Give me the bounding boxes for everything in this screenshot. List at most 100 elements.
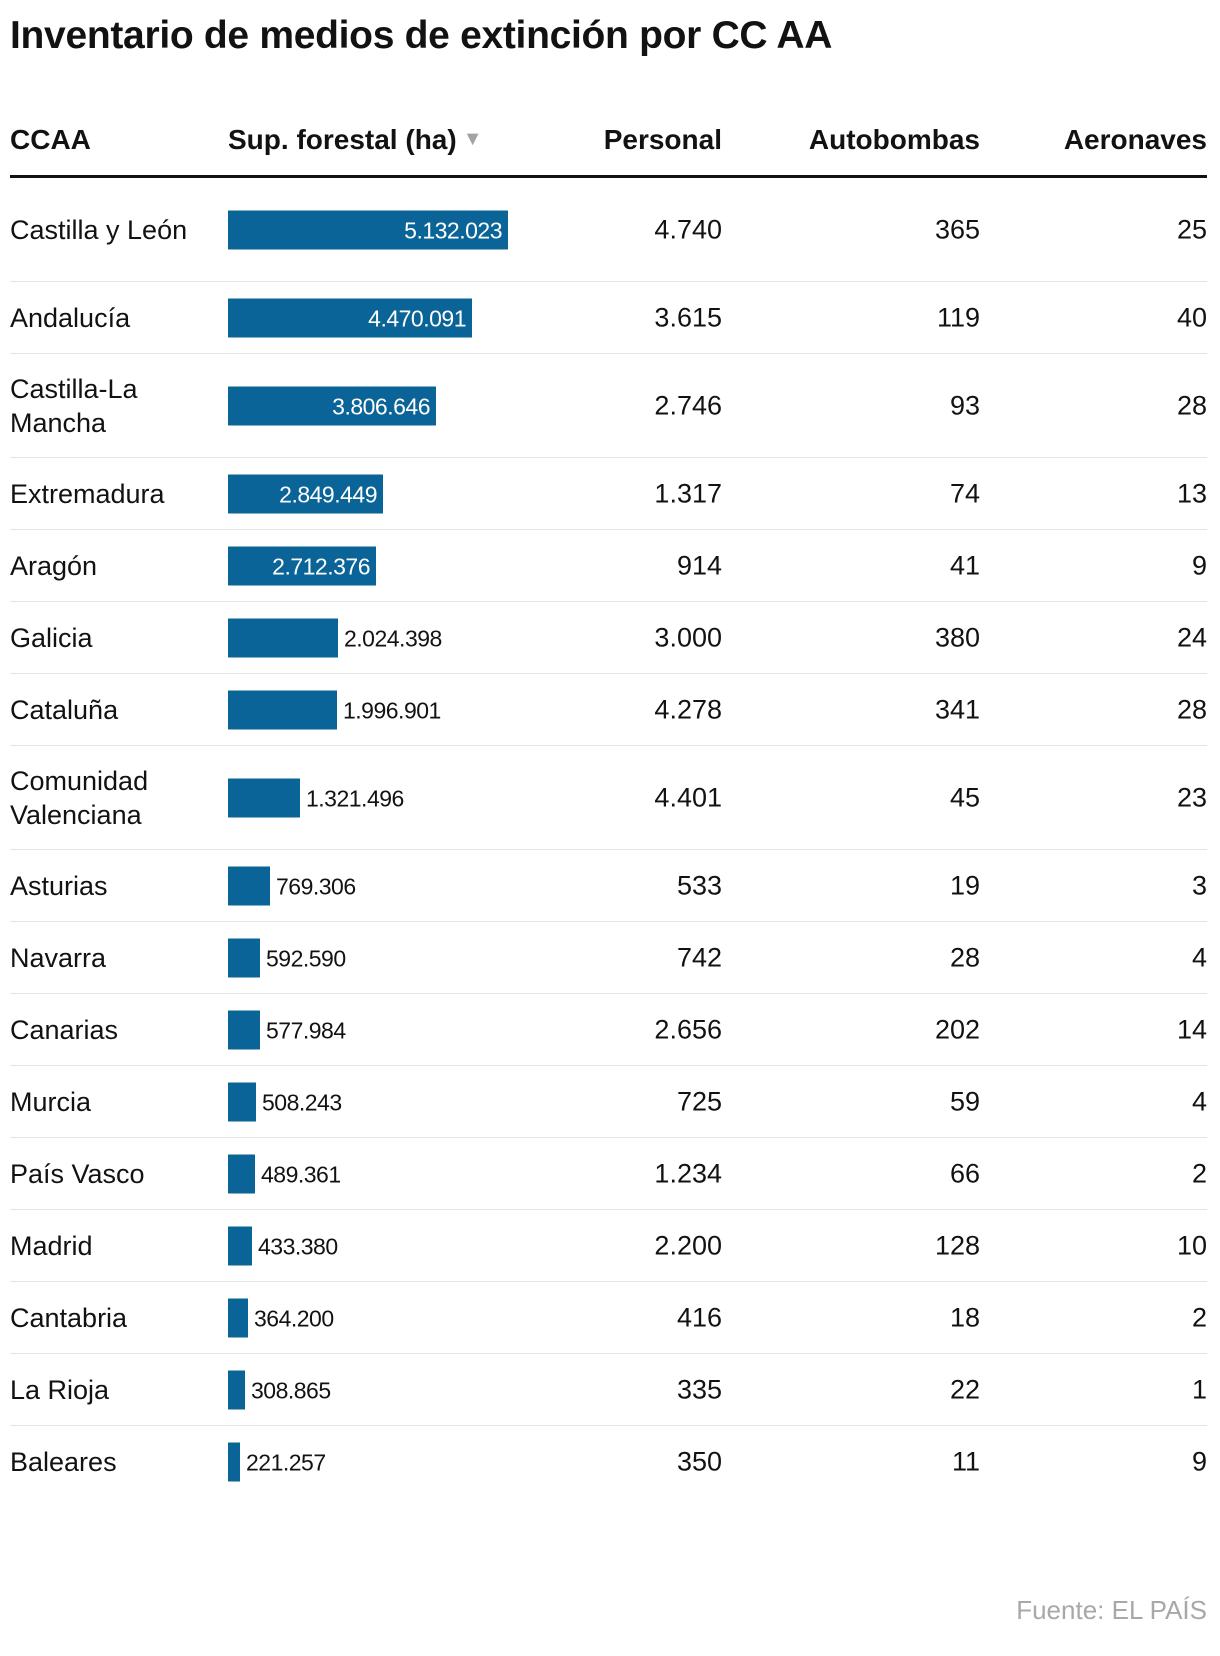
table-row: Aragón 2.712.376 914 41 9 xyxy=(10,530,1207,602)
column-header-aeronaves[interactable]: Aeronaves xyxy=(1063,124,1207,155)
bar-data-label: 1.996.901 xyxy=(343,697,441,723)
bar-data-label: 3.806.646 xyxy=(332,393,430,419)
bar-data-label: 2.849.449 xyxy=(279,481,377,507)
column-header-sup-forestal-label: Sup. forestal (ha) xyxy=(228,124,457,155)
cell-aeronaves: 2 xyxy=(1191,1302,1207,1332)
cell-aeronaves: 4 xyxy=(1191,942,1207,972)
cell-autobombas: 341 xyxy=(934,694,980,724)
bar-cell: 592.590 xyxy=(228,938,528,977)
cell-personal: 2.746 xyxy=(654,390,722,420)
bar-data-label: 364.200 xyxy=(254,1305,334,1331)
cell-aeronaves: 24 xyxy=(1176,622,1207,652)
cell-personal: 350 xyxy=(676,1446,722,1477)
table-row: Murcia 508.243 725 59 4 xyxy=(10,1066,1207,1138)
bar-cell: 221.257 xyxy=(228,1442,528,1482)
cell-personal: 914 xyxy=(676,550,722,580)
column-header-personal[interactable]: Personal xyxy=(603,124,722,155)
bar-sup-forestal xyxy=(228,298,472,337)
cell-autobombas: 66 xyxy=(949,1158,980,1188)
cell-aeronaves: 28 xyxy=(1176,390,1207,420)
cell-personal: 3.000 xyxy=(654,622,722,652)
bar-cell: 2.712.376 xyxy=(228,546,528,585)
chart-title: Inventario de medios de extinción por CC… xyxy=(10,14,833,57)
table-row: Castilla y León 5.132.023 4.740 365 25 xyxy=(10,178,1207,282)
cell-autobombas: 59 xyxy=(949,1086,980,1116)
cell-ccaa: Aragón xyxy=(10,550,98,581)
table-row: Madrid 433.380 2.200 128 10 xyxy=(10,1210,1207,1282)
cell-autobombas: 41 xyxy=(949,550,980,580)
cell-autobombas: 28 xyxy=(949,942,980,972)
table-row: Extremadura 2.849.449 1.317 74 13 xyxy=(10,458,1207,530)
cell-ccaa: Canarias xyxy=(10,1014,119,1045)
bar-data-label: 308.865 xyxy=(251,1377,331,1403)
data-table: CCAA Sup. forestal (ha) ▼ Personal Autobo… xyxy=(10,110,1207,1498)
cell-ccaa: Galicia xyxy=(10,622,93,653)
column-header-autobombas[interactable]: Autobombas xyxy=(808,124,980,155)
cell-ccaa: Madrid xyxy=(10,1230,93,1261)
cell-autobombas: 18 xyxy=(949,1302,980,1332)
bar-sup-forestal xyxy=(228,1082,256,1121)
table-row: Andalucía 4.470.091 3.615 119 40 xyxy=(10,282,1207,354)
table-row: Cantabria 364.200 416 18 2 xyxy=(10,1282,1207,1354)
bar-data-label: 2.712.376 xyxy=(272,553,370,579)
cell-ccaa: La Rioja xyxy=(10,1374,110,1405)
cell-personal: 1.234 xyxy=(654,1158,722,1188)
table-row: Galicia 2.024.398 3.000 380 24 xyxy=(10,602,1207,674)
cell-aeronaves: 23 xyxy=(1176,782,1207,812)
bar-sup-forestal xyxy=(228,618,338,657)
cell-autobombas: 119 xyxy=(936,302,980,332)
table-row: Asturias 769.306 533 19 3 xyxy=(10,850,1207,922)
cell-personal: 4.401 xyxy=(654,782,722,812)
bar-cell: 1.996.901 xyxy=(228,690,528,729)
bar-cell: 2.024.398 xyxy=(228,618,528,657)
cell-aeronaves: 13 xyxy=(1176,478,1207,508)
bar-cell: 489.361 xyxy=(228,1154,528,1193)
cell-ccaa: Cantabria xyxy=(10,1302,128,1333)
bar-data-label: 221.257 xyxy=(246,1449,326,1476)
bar-cell: 769.306 xyxy=(228,866,528,905)
bar-sup-forestal xyxy=(228,474,383,513)
bar-cell: 2.849.449 xyxy=(228,474,528,513)
bar-data-label: 1.321.496 xyxy=(306,785,404,811)
bar-cell: 508.243 xyxy=(228,1082,528,1121)
bar-cell: 3.806.646 xyxy=(228,386,528,425)
bar-data-label: 508.243 xyxy=(262,1089,342,1115)
cell-autobombas: 45 xyxy=(949,782,980,812)
cell-aeronaves: 3 xyxy=(1191,870,1207,900)
cell-autobombas: 202 xyxy=(934,1014,980,1044)
cell-aeronaves: 28 xyxy=(1176,694,1207,724)
bar-sup-forestal xyxy=(228,778,300,817)
bar-sup-forestal xyxy=(228,1154,255,1193)
table-row: La Rioja 308.865 335 22 1 xyxy=(10,1354,1207,1426)
cell-autobombas: 22 xyxy=(949,1374,980,1404)
bar-data-label: 769.306 xyxy=(276,873,356,899)
cell-aeronaves: 40 xyxy=(1176,302,1207,332)
bar-cell: 433.380 xyxy=(228,1226,528,1265)
bar-sup-forestal xyxy=(228,1442,240,1482)
bar-sup-forestal xyxy=(228,546,376,585)
cell-ccaa: Murcia xyxy=(10,1086,92,1117)
cell-personal: 742 xyxy=(676,942,722,972)
table-row: Navarra 592.590 742 28 4 xyxy=(10,922,1207,994)
source-note: Fuente: EL PAÍS xyxy=(1016,1595,1207,1625)
bar-sup-forestal xyxy=(228,690,337,729)
column-header-sup-forestal[interactable]: Sup. forestal (ha) ▼ xyxy=(228,124,483,156)
bar-data-label: 433.380 xyxy=(258,1233,338,1259)
cell-autobombas: 93 xyxy=(949,390,980,420)
cell-ccaa: Comunidad Valenciana xyxy=(10,765,149,830)
bar-data-label: 489.361 xyxy=(261,1161,341,1187)
cell-aeronaves: 9 xyxy=(1191,550,1207,580)
column-header-ccaa[interactable]: CCAA xyxy=(10,124,91,155)
cell-autobombas: 380 xyxy=(934,622,980,652)
cell-personal: 533 xyxy=(676,870,722,900)
cell-autobombas: 19 xyxy=(949,870,980,900)
table-row: Castilla-La Mancha 3.806.646 2.746 93 28 xyxy=(10,354,1207,458)
bar-data-label: 577.984 xyxy=(266,1017,346,1043)
cell-personal: 335 xyxy=(676,1374,722,1404)
cell-ccaa: Cataluña xyxy=(10,694,119,725)
table-row: Cataluña 1.996.901 4.278 341 28 xyxy=(10,674,1207,746)
bar-data-label: 4.470.091 xyxy=(368,305,466,331)
bar-cell: 577.984 xyxy=(228,1010,528,1049)
cell-ccaa: País Vasco xyxy=(10,1158,145,1189)
sort-descending-icon[interactable]: ▼ xyxy=(462,128,483,150)
